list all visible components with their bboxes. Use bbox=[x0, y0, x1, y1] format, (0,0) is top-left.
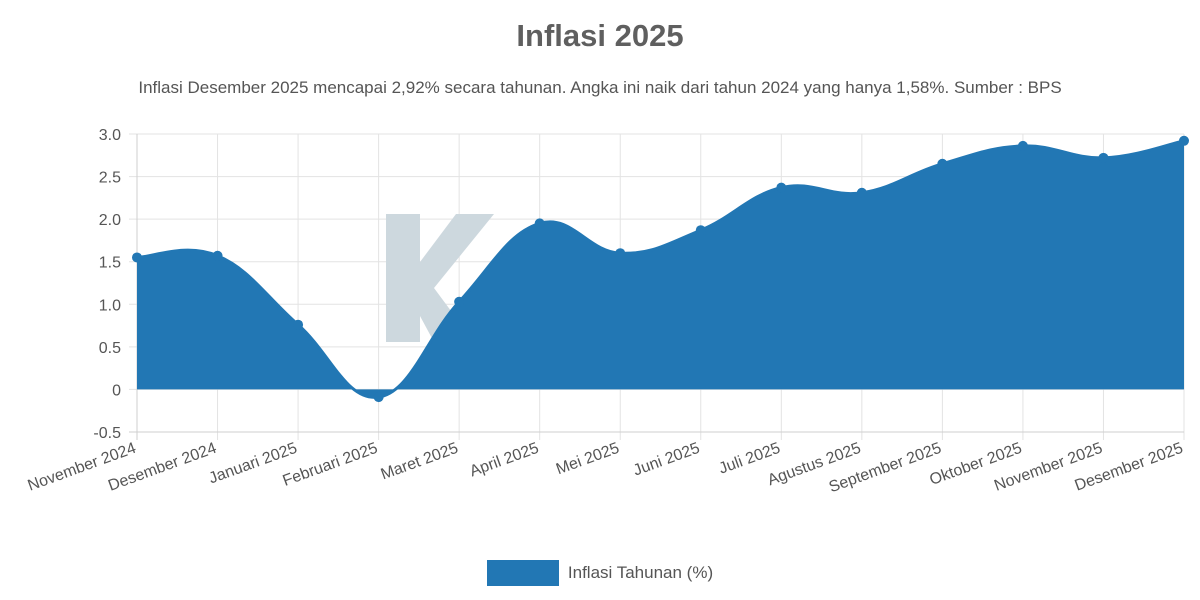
y-tick-label: 0 bbox=[112, 382, 121, 399]
data-point[interactable] bbox=[212, 250, 223, 261]
x-tick-label: Mei 2025 bbox=[554, 440, 622, 479]
data-point[interactable] bbox=[856, 187, 867, 198]
data-point[interactable] bbox=[373, 392, 384, 403]
data-point[interactable] bbox=[615, 248, 626, 259]
y-tick-label: 1.0 bbox=[99, 297, 121, 314]
legend-swatch bbox=[486, 560, 559, 586]
legend-label: Inflasi Tahunan (%) bbox=[567, 563, 714, 582]
data-point[interactable] bbox=[937, 158, 948, 169]
chart-subtitle: Inflasi Desember 2025 mencapai 2,92% sec… bbox=[138, 78, 1062, 97]
data-point[interactable] bbox=[1179, 135, 1189, 146]
data-point[interactable] bbox=[776, 182, 787, 193]
data-points bbox=[132, 135, 1189, 403]
data-point[interactable] bbox=[1098, 152, 1109, 163]
data-point[interactable] bbox=[454, 296, 465, 307]
y-tick-label: -0.5 bbox=[93, 425, 121, 442]
x-tick-label: Maret 2025 bbox=[379, 440, 461, 484]
data-point[interactable] bbox=[293, 319, 304, 330]
x-tick-label: April 2025 bbox=[468, 440, 542, 481]
y-tick-label: 2.5 bbox=[99, 170, 121, 187]
legend[interactable]: Inflasi Tahunan (%) bbox=[0, 558, 1200, 588]
data-point[interactable] bbox=[132, 252, 142, 263]
y-tick-label: 0.5 bbox=[99, 340, 121, 357]
x-tick-label: Juni 2025 bbox=[631, 440, 702, 480]
series-line bbox=[136, 139, 1185, 399]
series-area bbox=[137, 140, 1184, 398]
y-tick-label: 1.5 bbox=[99, 255, 121, 272]
y-axis-ticks: 3.0 2.5 2.0 1.5 1.0 0.5 0 -0.5 bbox=[93, 127, 121, 442]
data-point[interactable] bbox=[534, 218, 545, 229]
data-point[interactable] bbox=[695, 225, 706, 236]
k-letter-watermark-icon bbox=[386, 214, 494, 342]
data-point[interactable] bbox=[1017, 140, 1028, 151]
chart-title: Inflasi 2025 bbox=[516, 18, 684, 53]
y-tick-label: 2.0 bbox=[99, 212, 121, 229]
y-tick-label: 3.0 bbox=[99, 127, 121, 144]
